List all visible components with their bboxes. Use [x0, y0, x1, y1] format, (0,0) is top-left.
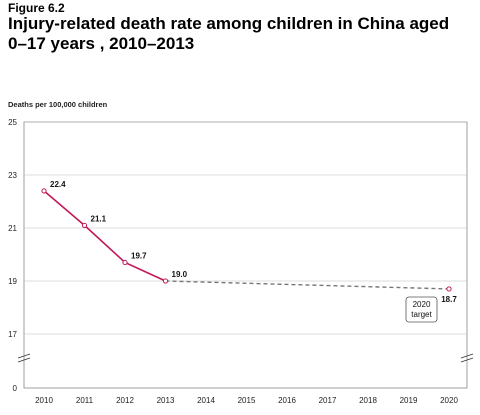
- target-label-line2: target: [411, 310, 432, 319]
- x-tick-2011: 2011: [76, 396, 94, 405]
- data-label-2010: 22.4: [50, 180, 66, 189]
- x-tick-2017: 2017: [319, 396, 337, 405]
- y-tick-labels: 25 23 21 19 17 0: [8, 118, 17, 393]
- data-series: 22.4 21.1 19.7 19.0 18.7: [41, 180, 457, 304]
- actual-line: [43, 190, 166, 282]
- target-label-line1: 2020: [413, 300, 431, 309]
- y-axis-label: Deaths per 100,000 children: [8, 100, 108, 109]
- y-tick-21: 21: [8, 224, 17, 233]
- figure-label: Figure 6.2: [8, 1, 65, 15]
- y-tick-25: 25: [8, 118, 17, 127]
- x-tick-2010: 2010: [35, 396, 53, 405]
- chart-title: Injury-related death rate among children…: [8, 14, 450, 53]
- y-tick-19: 19: [8, 277, 17, 286]
- data-point-2012: [122, 259, 128, 266]
- data-point-2013: [162, 278, 169, 284]
- data-label-2020: 18.7: [441, 295, 457, 304]
- y-tick-0: 0: [13, 384, 18, 393]
- projection-line: [165, 280, 450, 290]
- x-tick-2012: 2012: [116, 396, 134, 405]
- y-tick-23: 23: [8, 171, 17, 180]
- data-label-2011: 21.1: [91, 214, 107, 223]
- axis-break-mark: [17, 353, 474, 363]
- target-box: [405, 296, 438, 323]
- x-tick-2014: 2014: [197, 396, 215, 405]
- gridlines: [24, 121, 467, 335]
- data-label-2013: 19.0: [172, 270, 188, 279]
- x-tick-2013: 2013: [157, 396, 175, 405]
- data-label-2012: 19.7: [131, 251, 147, 260]
- data-point-2010: [41, 188, 47, 194]
- x-tick-2019: 2019: [400, 396, 418, 405]
- data-point-2011: [81, 222, 88, 228]
- x-tick-labels: 2010 2011 2012 2013 2014 2015 2016 2017 2018 2019…: [35, 396, 458, 405]
- y-tick-17: 17: [8, 330, 17, 339]
- plot-frame: [23, 121, 468, 389]
- x-tick-2018: 2018: [359, 396, 377, 405]
- x-tick-2020: 2020: [440, 396, 458, 405]
- x-tick-2015: 2015: [238, 396, 256, 405]
- x-tick-2016: 2016: [278, 396, 296, 405]
- data-point-2020: [446, 286, 452, 292]
- target-annotation: 2020 target: [405, 296, 438, 323]
